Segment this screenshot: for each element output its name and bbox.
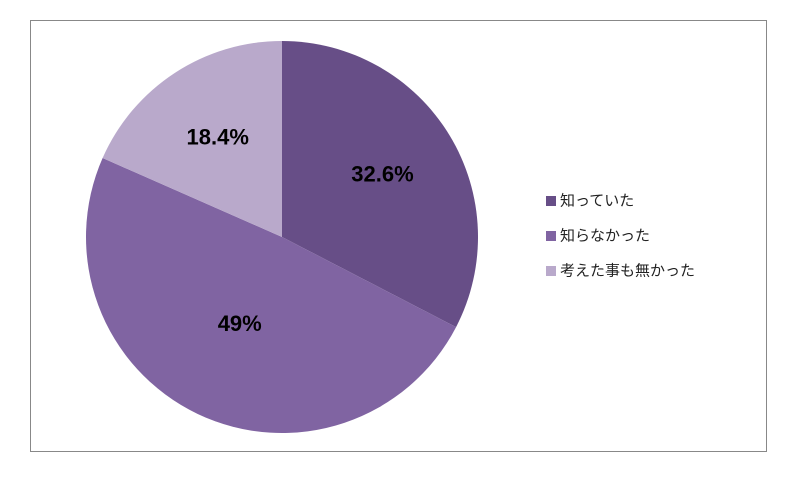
legend-label: 知っていた xyxy=(560,192,634,210)
legend-swatch xyxy=(546,196,556,206)
data-label: 18.4% xyxy=(187,124,249,149)
pie-slice xyxy=(102,41,282,237)
legend-swatch xyxy=(546,231,556,241)
legend-label: 考えた事も無かった xyxy=(560,262,695,280)
pie-slice xyxy=(86,158,457,433)
data-label: 49% xyxy=(218,311,262,336)
legend-label: 知らなかった xyxy=(560,227,650,245)
pie-slice xyxy=(282,41,478,328)
legend-swatch xyxy=(546,266,556,276)
data-label: 32.6% xyxy=(351,162,413,187)
